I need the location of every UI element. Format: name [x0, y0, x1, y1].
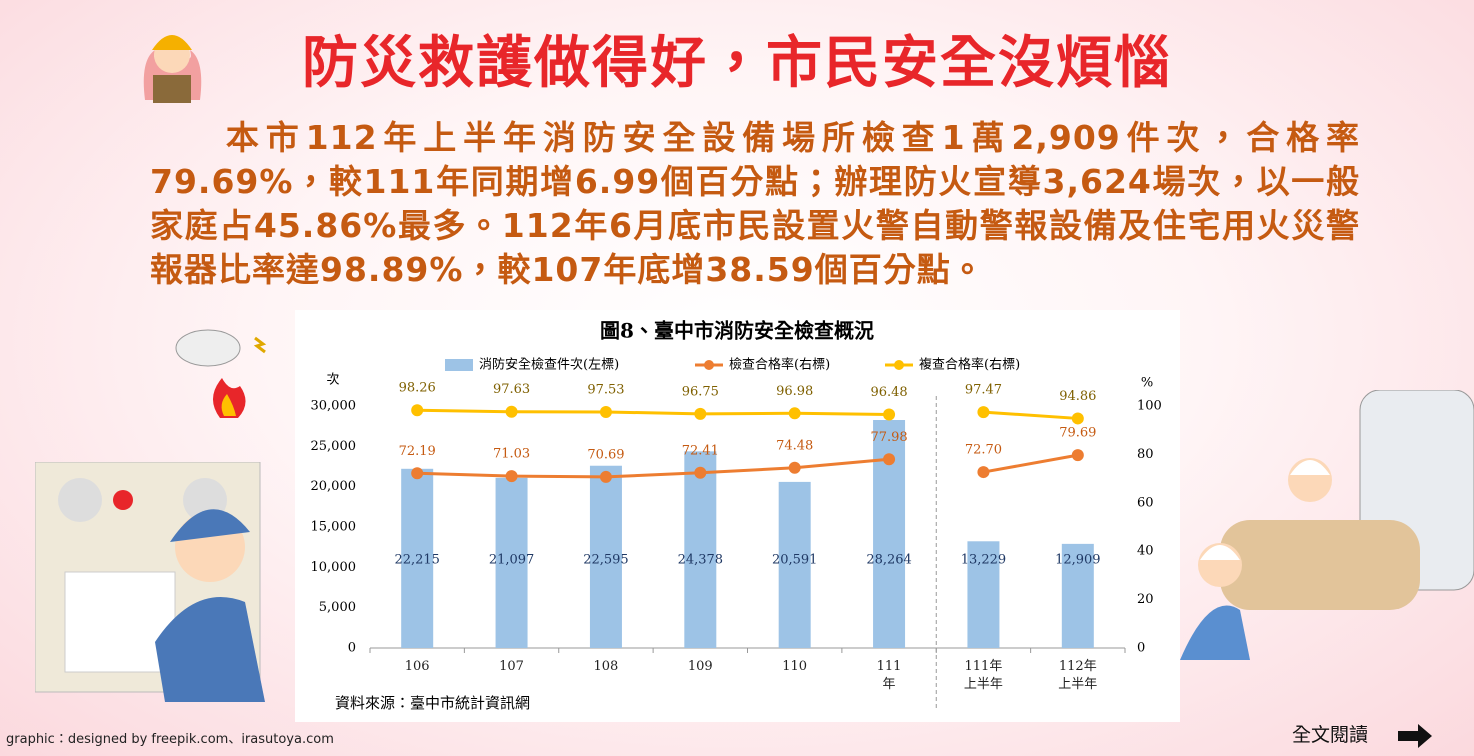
line-point	[1071, 449, 1084, 462]
x-tick-label: 106	[404, 659, 430, 674]
bar-value-label: 21,097	[489, 553, 535, 568]
x-tick-label: 108	[593, 659, 619, 674]
y2-tick-label: 0	[1137, 641, 1145, 656]
line-value-label: 96.75	[682, 384, 719, 399]
line-point	[883, 453, 896, 466]
legend-swatch	[445, 359, 473, 371]
legend-swatch	[894, 360, 904, 370]
line-point	[977, 406, 990, 419]
worker-icon	[35, 462, 265, 702]
legend-label: 消防安全檢查件次(左標)	[479, 357, 619, 373]
bar-value-label: 12,909	[1055, 553, 1101, 568]
y-tick-label: 0	[348, 641, 356, 656]
alarm-icon	[175, 329, 267, 418]
y-tick-label: 20,000	[311, 479, 357, 494]
line-value-label: 96.98	[776, 384, 813, 399]
y2-axis-label: %	[1141, 376, 1153, 391]
y2-tick-label: 40	[1137, 544, 1154, 559]
bar	[495, 477, 528, 648]
line-value-label: 74.48	[776, 438, 813, 453]
y-axis-label: 次	[326, 373, 339, 388]
legend-swatch	[704, 360, 714, 370]
line-point	[505, 405, 518, 418]
x-tick-label: 111年 上半年	[963, 659, 1003, 692]
x-tick-label: 111 年	[876, 659, 902, 692]
bar	[778, 481, 811, 648]
bar	[589, 465, 622, 648]
x-tick-label: 112年 上半年	[1058, 659, 1098, 692]
line-value-label: 72.19	[399, 444, 436, 459]
line-point	[411, 404, 424, 417]
y-tick-label: 10,000	[311, 560, 357, 575]
bar-value-label: 22,595	[583, 553, 629, 568]
line-point	[883, 408, 896, 421]
line-point	[694, 466, 707, 479]
line-value-label: 94.86	[1059, 389, 1096, 404]
chart-panel: 圖8、臺中市消防安全檢查概況 次 % 資料來源：臺中市統計資訊網 0 5,000 1…	[295, 310, 1180, 722]
read-more-link[interactable]: 全文閱讀	[1292, 724, 1369, 746]
line-value-label: 97.47	[965, 383, 1002, 398]
line-value-label: 70.69	[587, 447, 624, 462]
chart-title: 圖8、臺中市消防安全檢查概況	[600, 319, 874, 343]
line	[417, 408, 890, 417]
line-value-label: 98.26	[399, 381, 436, 396]
bar-value-label: 20,591	[772, 553, 818, 568]
line	[417, 457, 890, 479]
line-point	[599, 405, 612, 418]
line-value-label: 71.03	[493, 447, 530, 462]
y2-tick-label: 60	[1137, 495, 1154, 510]
x-tick-label: 110	[782, 659, 808, 674]
bar	[401, 468, 434, 648]
bar-value-label: 24,378	[678, 553, 724, 568]
y2-tick-label: 80	[1137, 447, 1154, 462]
line	[983, 410, 1078, 420]
y-tick-label: 5,000	[319, 600, 356, 615]
source-note: 資料來源：臺中市統計資訊網	[335, 694, 530, 712]
bar	[967, 541, 1000, 648]
read-more-arrow[interactable]	[1398, 724, 1434, 748]
y2-tick-label: 100	[1137, 399, 1162, 414]
line-value-label: 79.69	[1059, 426, 1096, 441]
line-point	[411, 467, 424, 480]
line-point	[977, 466, 990, 479]
bar-value-label: 13,229	[961, 553, 1007, 568]
x-tick-label: 107	[499, 659, 524, 674]
line	[983, 453, 1079, 474]
y-tick-label: 30,000	[311, 399, 357, 414]
credit: graphic：designed by freepik.com、irasutoy…	[6, 732, 334, 747]
line-value-label: 77.98	[870, 430, 907, 445]
line-value-label: 97.53	[587, 382, 624, 397]
bar	[1061, 543, 1094, 648]
line-point	[788, 461, 801, 474]
y-tick-label: 25,000	[311, 439, 357, 454]
line-value-label: 96.48	[870, 385, 907, 400]
line-point	[694, 407, 707, 420]
line-value-label: 72.70	[965, 443, 1002, 458]
summary-text: 本市112年上半年消防安全設備場所檢查1萬2,909件次，合格率79.69%，較…	[150, 118, 1360, 289]
line-point	[505, 470, 518, 483]
line-value-label: 97.63	[493, 382, 530, 397]
line-point	[1071, 412, 1084, 425]
line-point	[599, 470, 612, 483]
rescue-icon	[1180, 390, 1474, 660]
line-value-label: 72.41	[682, 443, 719, 458]
chart: 圖8、臺中市消防安全檢查概況 次 % 資料來源：臺中市統計資訊網 0 5,000 1…	[311, 319, 1162, 713]
bar-value-label: 22,215	[394, 553, 440, 568]
x-tick-label: 109	[687, 659, 713, 674]
y-tick-label: 15,000	[311, 520, 357, 535]
bar	[684, 451, 717, 648]
line-point	[788, 407, 801, 420]
page-title: 防災救護做得好，市民安全沒煩惱	[302, 31, 1172, 96]
firefighter-icon	[143, 35, 202, 103]
y2-tick-label: 20	[1137, 592, 1154, 607]
bar-value-label: 28,264	[866, 553, 912, 568]
legend-label: 複查合格率(右標)	[919, 357, 1020, 373]
legend-label: 檢查合格率(右標)	[729, 357, 830, 373]
